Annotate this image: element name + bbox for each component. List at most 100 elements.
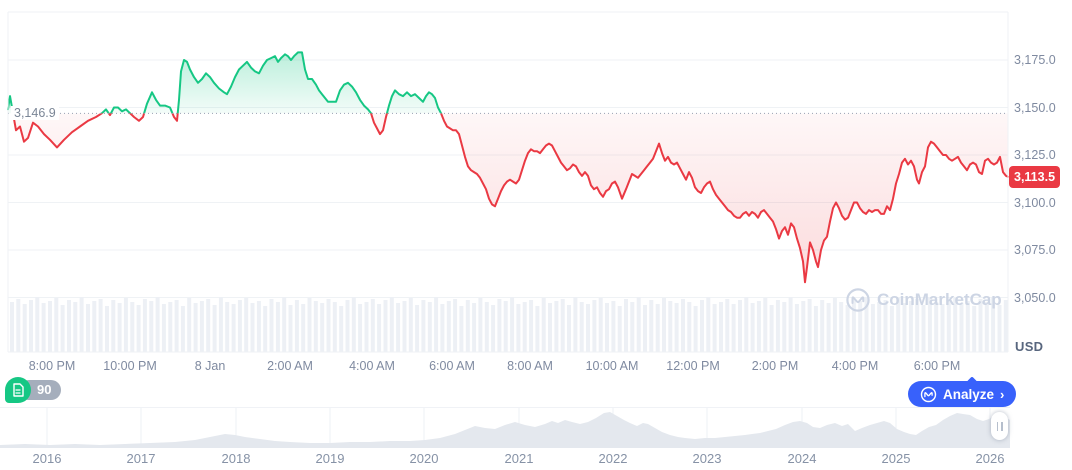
minimap-year-label: 2021 <box>504 451 534 466</box>
volume-bar <box>693 306 698 352</box>
volume-bar <box>446 301 451 352</box>
volume-bar <box>567 305 571 352</box>
volume-bar <box>586 304 590 352</box>
volume-bar <box>491 305 496 352</box>
analyze-button[interactable]: Analyze › <box>908 376 1017 407</box>
volume-bar <box>149 301 154 352</box>
volume-bar <box>415 305 420 352</box>
volume-bar <box>339 306 344 352</box>
volume-bar <box>459 306 464 352</box>
volume-bar <box>35 297 40 352</box>
volume-bar <box>851 299 856 352</box>
y-tick-label: 3,050.0 <box>1014 290 1056 305</box>
volume-bar <box>497 299 502 352</box>
volume-bar <box>858 301 863 352</box>
volume-bar <box>358 304 363 352</box>
x-tick-label: 10:00 AM <box>585 359 639 373</box>
volume-bar <box>535 306 540 352</box>
open-price-label: 3,146.9 <box>11 106 59 120</box>
y-tick-label: 3,175.0 <box>1014 53 1056 67</box>
volume-bar <box>263 306 268 352</box>
volume-bar <box>921 305 926 352</box>
volume-bar <box>541 298 546 352</box>
volume-bar <box>794 304 799 352</box>
minimap-year-label: 2017 <box>126 451 156 466</box>
volume-bar <box>155 297 160 352</box>
volume-bar <box>123 298 128 352</box>
volume-bar <box>168 302 173 352</box>
volume-bar <box>516 304 521 352</box>
volume-bar <box>41 303 46 352</box>
volume-bar <box>674 303 679 352</box>
volume-bar <box>611 301 616 352</box>
volume-bar <box>972 306 977 352</box>
volume-bar <box>908 301 913 352</box>
volume-bar <box>199 301 204 352</box>
volume-bar <box>326 299 331 352</box>
volume-bar <box>813 306 818 352</box>
volume-bar <box>16 299 21 352</box>
volume-bar <box>896 298 901 352</box>
volume-bar <box>902 303 907 352</box>
current-price-badge: 3,113.5 <box>1009 165 1061 188</box>
x-tick-label: 2:00 PM <box>751 359 799 373</box>
volume-bar <box>807 299 812 352</box>
volume-bar <box>630 302 635 352</box>
volume-bar <box>592 300 597 352</box>
volume-bar <box>472 303 477 352</box>
volume-bar <box>845 305 850 352</box>
volume-bar <box>548 303 552 352</box>
y-tick-label: 3,075.0 <box>1014 243 1056 257</box>
x-tick-label: 12:00 PM <box>666 359 720 373</box>
volume-bar <box>136 305 141 352</box>
volume-bar <box>529 300 534 352</box>
volume-bar <box>193 303 198 352</box>
volume-bar <box>73 302 78 352</box>
x-tick-label: 4:00 PM <box>831 359 879 373</box>
y-tick-label: 3,100.0 <box>1014 195 1056 210</box>
volume-bar <box>605 303 609 352</box>
volume-bar <box>820 300 825 352</box>
volume-bar <box>434 297 439 352</box>
volume-bar <box>307 298 312 352</box>
volume-bar <box>883 300 888 352</box>
volume-bar <box>105 306 109 352</box>
minimap-history-area[interactable] <box>0 412 1010 448</box>
x-tick-label: 6:00 PM <box>913 359 961 373</box>
volume-bar <box>617 306 622 352</box>
volume-bar <box>662 298 666 352</box>
currency-label: USD <box>1015 339 1044 354</box>
volume-bar <box>940 304 945 352</box>
volume-bar <box>655 304 660 352</box>
volume-bar <box>86 304 90 352</box>
volume-bar <box>67 300 71 352</box>
volume-bar <box>877 302 882 352</box>
volume-bar <box>769 305 774 352</box>
volume-bar <box>484 302 489 352</box>
volume-bar <box>738 300 742 352</box>
minimap-scrub-handle[interactable] <box>991 412 1008 440</box>
volume-bar <box>206 299 211 352</box>
volume-bar <box>440 304 445 352</box>
price-line-up <box>7 51 443 114</box>
volume-bar <box>826 303 831 352</box>
minimap-year-label: 2016 <box>32 451 62 466</box>
volume-bar <box>396 303 401 352</box>
volume-bar <box>244 298 249 352</box>
volume-bar <box>643 305 647 352</box>
area-below-open <box>8 113 1008 283</box>
volume-bar <box>503 301 508 352</box>
volume-bar <box>275 302 280 352</box>
coinmarketcap-analyze-icon <box>920 386 937 403</box>
minimap-year-label: 2026 <box>975 451 1005 466</box>
volume-bar <box>237 300 242 352</box>
chevron-right-icon: › <box>1000 386 1005 402</box>
volume-bar <box>522 302 527 352</box>
volume-bar <box>288 305 293 352</box>
volume-bar <box>889 306 894 352</box>
volume-bar <box>130 302 135 352</box>
volume-bar <box>332 302 337 352</box>
minimap-year-label: 2022 <box>598 451 628 466</box>
x-tick-label: 8:00 PM <box>28 359 76 373</box>
